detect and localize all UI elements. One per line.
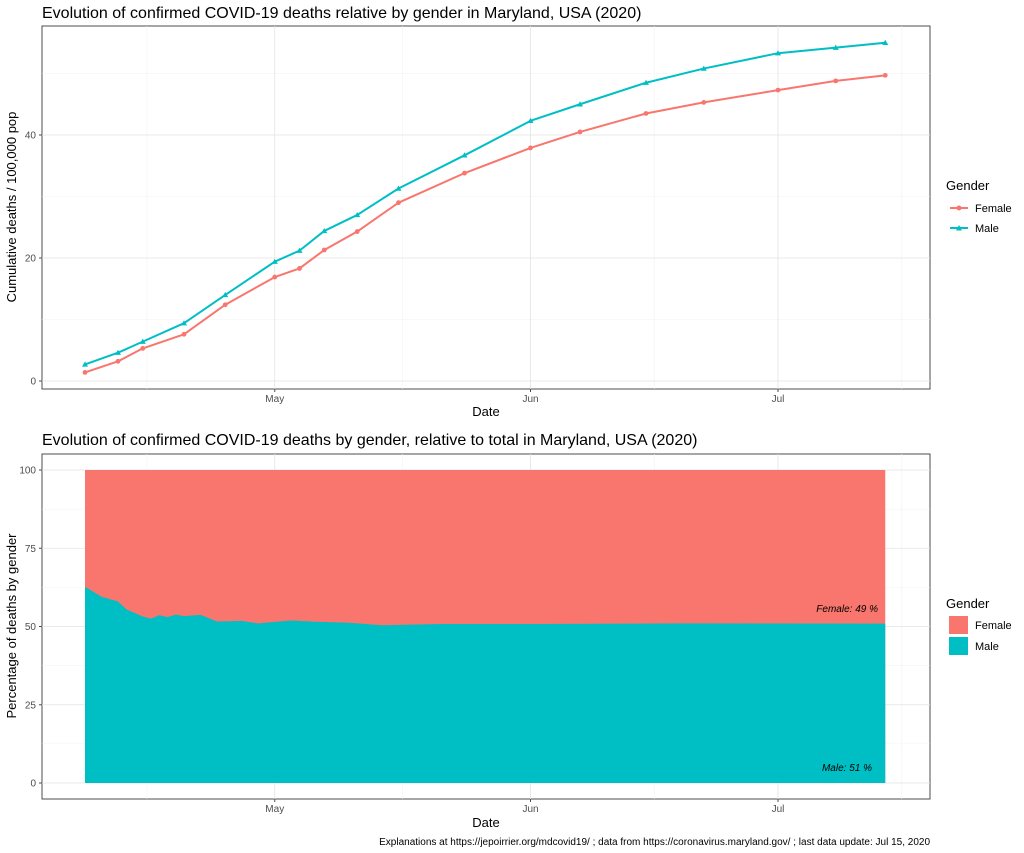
x-tick-label: May xyxy=(265,394,284,405)
data-point-male xyxy=(222,291,229,298)
data-point-male xyxy=(181,320,187,326)
y-tick-label: 40 xyxy=(25,131,37,142)
female-annotation: Female: 49 % xyxy=(816,604,878,615)
legend-male-marker xyxy=(956,225,962,231)
series-line-female xyxy=(84,74,886,374)
data-point-female xyxy=(82,369,88,375)
bottom-x-label: Date xyxy=(472,815,499,830)
top-chart-title: Evolution of confirmed COVID-19 deaths r… xyxy=(42,5,641,22)
data-point-female xyxy=(181,331,187,337)
data-point-female xyxy=(115,358,121,364)
y-tick-label: 25 xyxy=(25,700,37,711)
data-point-female xyxy=(140,346,146,351)
x-tick-label: Jun xyxy=(522,804,538,815)
legend-male-swatch xyxy=(949,637,968,655)
data-point-male xyxy=(700,65,707,71)
data-point-male xyxy=(82,361,88,367)
data-point-female xyxy=(528,145,533,151)
data-point-female xyxy=(775,87,781,93)
data-point-male xyxy=(643,79,649,85)
data-point-female xyxy=(882,72,888,78)
legend-female-label: Female xyxy=(975,620,1012,632)
bottom-chart-title: Evolution of confirmed COVID-19 deaths b… xyxy=(42,432,697,449)
legend-female-swatch xyxy=(949,616,968,634)
footer-caption: Explanations at https://jepoirrier.org/m… xyxy=(379,837,930,848)
data-point-female xyxy=(643,111,649,116)
data-point-female xyxy=(396,200,401,206)
top-x-label: Date xyxy=(472,404,499,419)
y-tick-label: 100 xyxy=(19,466,36,477)
legend-male-label: Male xyxy=(975,223,999,235)
series-line-male xyxy=(84,41,886,366)
data-point-male xyxy=(461,152,468,158)
x-tick-label: Jun xyxy=(522,394,538,405)
y-tick-label: 50 xyxy=(25,622,37,633)
data-point-male xyxy=(115,349,121,355)
data-point-female xyxy=(462,170,467,176)
y-tick-label: 0 xyxy=(30,377,36,388)
data-point-male xyxy=(882,39,889,45)
y-tick-label: 20 xyxy=(25,254,37,265)
data-point-male xyxy=(354,211,361,218)
x-tick-label: May xyxy=(265,804,284,815)
data-point-male xyxy=(577,101,583,107)
bottom-chart: 0 25 50 75 100 May Jun Jul xyxy=(19,453,931,815)
top-legend-title: Gender xyxy=(946,178,990,193)
data-point-male xyxy=(395,185,402,191)
bottom-legend: Gender Female Male xyxy=(946,596,1012,655)
bottom-y-label: Percentage of deaths by gender xyxy=(4,533,19,719)
top-legend: Gender Female Male xyxy=(946,178,1012,235)
y-tick-label: 75 xyxy=(25,544,37,555)
data-point-male xyxy=(527,117,534,124)
data-point-female xyxy=(577,129,583,135)
data-point-female xyxy=(833,78,839,84)
data-point-male xyxy=(139,338,146,344)
data-point-male xyxy=(271,258,278,264)
top-chart: 0 20 40 May Jun Jul xyxy=(25,25,931,405)
top-y-label: Cumulative deaths / 100,000 pop xyxy=(4,112,19,303)
male-annotation: Male: 51 % xyxy=(822,763,872,774)
data-point-male xyxy=(775,50,781,56)
legend-female-label: Female xyxy=(975,203,1012,215)
data-point-male xyxy=(321,227,328,234)
bottom-legend-title: Gender xyxy=(946,596,990,611)
data-point-female xyxy=(354,229,360,234)
data-point-female xyxy=(297,266,302,271)
legend-female-marker xyxy=(956,205,962,211)
data-point-male xyxy=(296,247,303,253)
data-point-male xyxy=(832,44,839,50)
data-point-female xyxy=(701,100,707,105)
data-point-female xyxy=(272,274,278,280)
top-plot-panel xyxy=(41,25,931,390)
data-point-female xyxy=(321,247,327,253)
x-tick-label: Jul xyxy=(772,804,785,815)
x-tick-label: Jul xyxy=(772,394,785,405)
data-point-female xyxy=(222,302,228,308)
y-tick-label: 0 xyxy=(30,779,36,790)
legend-male-label: Male xyxy=(975,641,999,653)
male-area xyxy=(85,586,886,783)
